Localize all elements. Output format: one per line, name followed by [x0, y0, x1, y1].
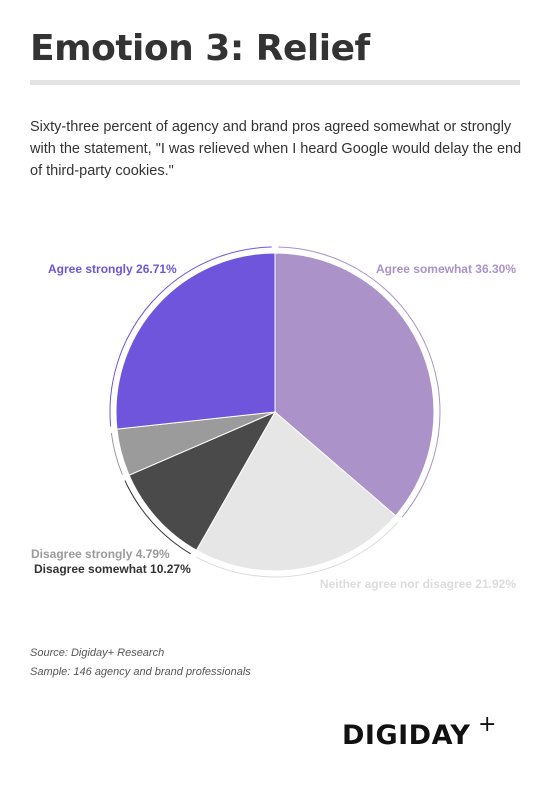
slice-label-agree-strongly: Agree strongly 26.71% [48, 262, 177, 276]
title-divider [30, 80, 520, 85]
slice-label-neither: Neither agree nor disagree 21.92% [320, 577, 516, 591]
pie-slice-agree-strongly [115, 252, 276, 430]
pie-chart: Agree somewhat 36.30% Neither agree nor d… [31, 246, 516, 591]
sample-text: Sample: 146 agency and brand professiona… [30, 666, 251, 678]
leader-disagree-somewhat [124, 480, 191, 555]
slice-label-agree-somewhat: Agree somewhat 36.30% [376, 262, 516, 276]
logo-plus-icon: + [478, 712, 497, 737]
pie-slices [115, 252, 435, 572]
leader-agree-strongly [109, 246, 272, 427]
slice-label-disagree-somewhat: Disagree somewhat 10.27% [34, 562, 191, 576]
slice-label-disagree-strongly: Disagree strongly 4.79% [31, 547, 170, 561]
pie-slice-neither [195, 411, 397, 572]
pie-slice-disagree-somewhat [128, 410, 277, 551]
page-title: Emotion 3: Relief [30, 28, 370, 69]
source-text: Source: Digiday+ Research [30, 647, 165, 659]
leader-agree-somewhat [278, 246, 441, 518]
pie-slice-agree-somewhat [274, 252, 435, 517]
label-leaders [109, 246, 441, 578]
leader-neither [196, 521, 399, 578]
chart-source: Source: Digiday+ Research Sample: 146 ag… [30, 644, 251, 682]
leader-disagree-strongly [110, 432, 123, 475]
slice-labels: Agree somewhat 36.30% Neither agree nor d… [31, 262, 516, 591]
chart-subtitle: Sixty-three percent of agency and brand … [30, 119, 522, 179]
digiday-logo: DIGIDAY [342, 720, 471, 751]
